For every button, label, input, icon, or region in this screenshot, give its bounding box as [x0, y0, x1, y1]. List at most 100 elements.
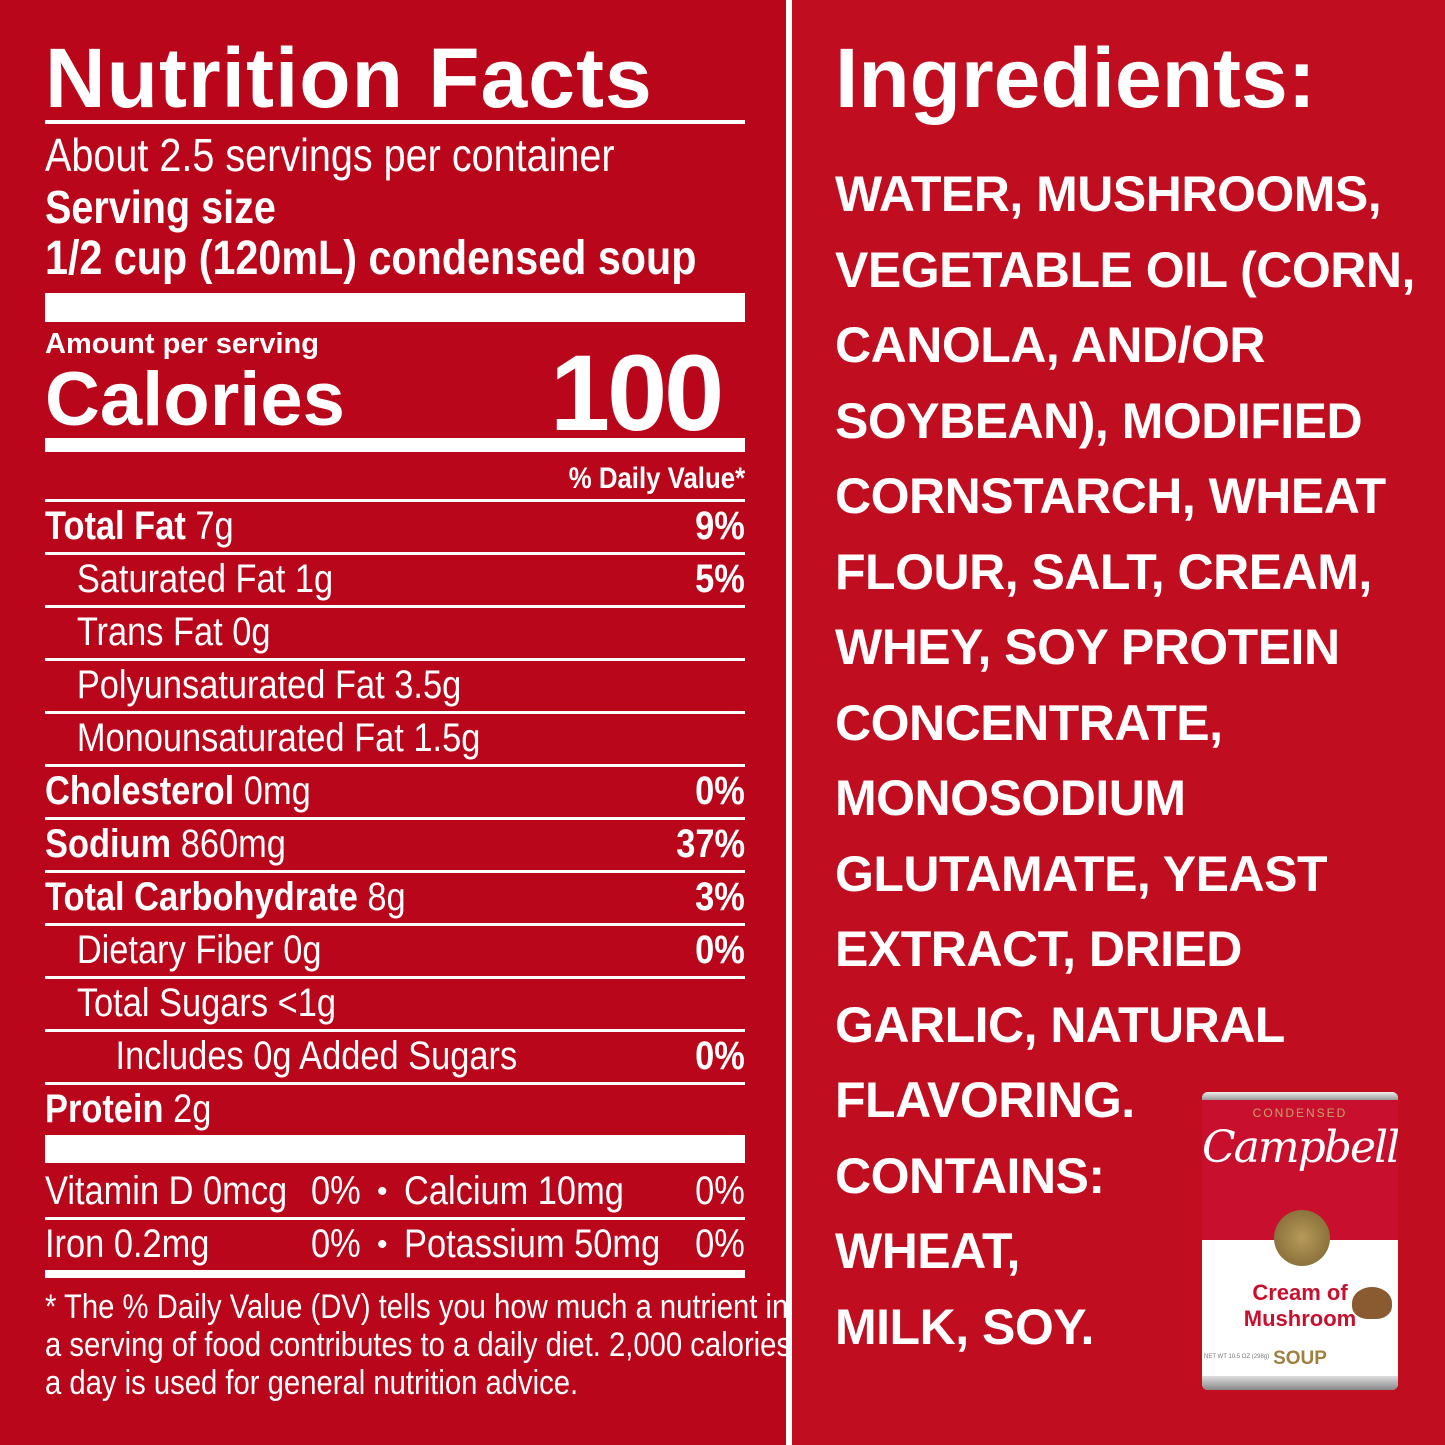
vitamin-b-dv: 0% — [695, 1222, 745, 1266]
row-divider — [45, 923, 745, 926]
can-brand-logo: Campbell's — [1202, 1122, 1398, 1173]
nutrient-amount: 2g — [173, 1087, 212, 1131]
ingredient-line: WATER, MUSHROOMS, — [835, 166, 1382, 222]
nutrient-row: Total Sugars <1g — [45, 977, 745, 1030]
footnote: * The % Daily Value (DV) tells you how m… — [45, 1288, 913, 1402]
mushroom-icon — [1352, 1287, 1392, 1319]
row-divider — [45, 1082, 745, 1085]
ingredient-line: MILK, SOY. — [835, 1298, 1094, 1355]
nutrient-amount: 0mg — [243, 769, 311, 813]
nutrient-dv: 5% — [695, 557, 745, 601]
nutrient-row: Polyunsaturated Fat 3.5g — [45, 659, 745, 712]
nutrient-label: Includes 0g Added Sugars — [115, 1034, 518, 1078]
vitamin-a: Iron 0.2mg — [45, 1222, 210, 1266]
ingredients-title: Ingredients: — [835, 31, 1316, 125]
can-net-wt: NET WT 10.5 OZ (298g) — [1204, 1354, 1270, 1360]
nutrient-label: Total Fat — [45, 504, 186, 548]
ingredient-line: CONCENTRATE, — [835, 694, 1223, 751]
nutrition-panel — [0, 0, 786, 1445]
vitamin-b-dv: 0% — [695, 1169, 745, 1213]
nutrient-row: Includes 0g Added Sugars 0% — [45, 1030, 745, 1083]
footnote-line: a day is used for general nutrition advi… — [45, 1364, 579, 1402]
nutrient-row: Trans Fat 0g — [45, 606, 745, 659]
nutrient-label: Sodium — [45, 822, 172, 866]
nutrient-label: Dietary Fiber — [76, 928, 274, 972]
nutrient-dv: 0% — [695, 769, 745, 813]
serving-size-value: 1/2 cup (120mL) condensed soup — [45, 232, 697, 285]
calories-label: Calories — [45, 357, 345, 442]
can-variety: Mushroom — [1243, 1306, 1357, 1331]
nutrient-label: Cholesterol — [45, 769, 235, 813]
medium-bar — [45, 438, 745, 452]
nutrient-label: Monounsaturated Fat — [76, 716, 404, 760]
nutrient-label: Protein — [45, 1087, 164, 1131]
calories-value: 100 — [550, 332, 724, 453]
bullet: • — [377, 1174, 388, 1208]
nutrient-row: Saturated Fat 1g 5% — [45, 553, 745, 606]
amount-per-serving: Amount per serving — [45, 328, 319, 360]
vitamin-row: Iron 0.2mg 0% • Potassium 50mg 0% — [45, 1218, 745, 1271]
ingredient-line: MONOSODIUM — [835, 770, 1186, 826]
can-soup: SOUP — [1273, 1348, 1327, 1369]
nutrient-amount: 860mg — [180, 822, 286, 866]
ingredient-line: EXTRACT, DRIED — [835, 921, 1242, 977]
vitamin-row: Vitamin D 0mcg 0% • Calcium 10mg 0% — [45, 1165, 745, 1218]
ingredient-line: WHEY, SOY PROTEIN — [835, 619, 1340, 675]
row-divider — [45, 817, 745, 820]
nutrient-label: Trans Fat — [76, 610, 223, 654]
nutrient-amount: 0g — [232, 610, 271, 654]
ingredient-line: CANOLA, AND/OR — [835, 317, 1266, 373]
medium-bar — [45, 1270, 745, 1278]
nutrient-label: Total Carbohydrate — [45, 875, 358, 919]
nutrient-dv: 0% — [695, 1034, 745, 1078]
row-divider — [45, 870, 745, 873]
row-divider — [45, 711, 745, 714]
nutrient-row: Cholesterol 0mg 0% — [45, 765, 745, 818]
nutrition-title: Nutrition Facts — [45, 31, 653, 125]
bullet: • — [377, 1227, 388, 1261]
nutrient-amount: 1g — [294, 557, 334, 601]
thick-bar — [45, 1135, 745, 1163]
divider — [786, 0, 792, 1445]
ingredient-line: FLOUR, SALT, CREAM, — [835, 543, 1372, 600]
nutrient-amount: 8g — [367, 875, 406, 919]
ingredient-line: WHEAT, — [835, 1223, 1020, 1279]
nutrient-amount: 3.5g — [394, 663, 462, 707]
nutrient-row: Total Carbohydrate 8g 3% — [45, 871, 745, 924]
ingredient-line: FLAVORING. — [835, 1072, 1135, 1128]
servings-per-container: About 2.5 servings per container — [45, 129, 615, 181]
vitamin-b: Potassium 50mg — [404, 1222, 661, 1266]
nutrient-dv: 3% — [695, 875, 745, 919]
nutrient-row: Dietary Fiber 0g 0% — [45, 924, 745, 977]
row-divider — [45, 605, 745, 608]
nutrient-amount: 7g — [195, 504, 234, 548]
ingredient-line: GLUTAMATE, YEAST — [835, 845, 1328, 902]
nutrient-label: Saturated Fat — [76, 557, 286, 601]
vitamin-b: Calcium 10mg — [404, 1169, 624, 1213]
divider-line — [45, 120, 745, 124]
ingredient-line: VEGETABLE OIL (CORN, — [835, 241, 1415, 298]
nutrient-dv: 0% — [695, 928, 745, 972]
can-condensed: CONDENSED — [1252, 1106, 1348, 1120]
footnote-line: a serving of food contributes to a daily… — [45, 1326, 792, 1364]
footnote-line: * The % Daily Value (DV) tells you how m… — [45, 1288, 789, 1326]
vitamin-a: Vitamin D 0mcg — [45, 1169, 288, 1213]
ingredient-line: CONTAINS: — [835, 1147, 1105, 1204]
nutrient-amount: 1.5g — [413, 716, 481, 760]
nutrient-amount: <1g — [277, 981, 336, 1025]
ingredient-line: GARLIC, NATURAL — [835, 996, 1285, 1053]
nutrient-dv: 9% — [695, 504, 745, 548]
row-divider — [45, 976, 745, 979]
row-divider — [45, 1217, 745, 1220]
nutrient-label: Polyunsaturated Fat — [76, 663, 385, 707]
serving-size-label: Serving size — [45, 181, 276, 233]
nutrient-amount: 0g — [283, 928, 322, 972]
row-divider — [45, 499, 745, 502]
ingredient-line: CORNSTARCH, WHEAT — [835, 468, 1386, 524]
nutrient-row: Protein 2g — [45, 1083, 745, 1136]
thick-bar — [45, 293, 745, 322]
product-can-image: CONDENSED Campbell's Cream of Mushroom S… — [1202, 1092, 1398, 1390]
vitamin-a-dv: 0% — [311, 1169, 361, 1213]
row-divider — [45, 764, 745, 767]
nutrient-dv: 37% — [676, 822, 745, 866]
